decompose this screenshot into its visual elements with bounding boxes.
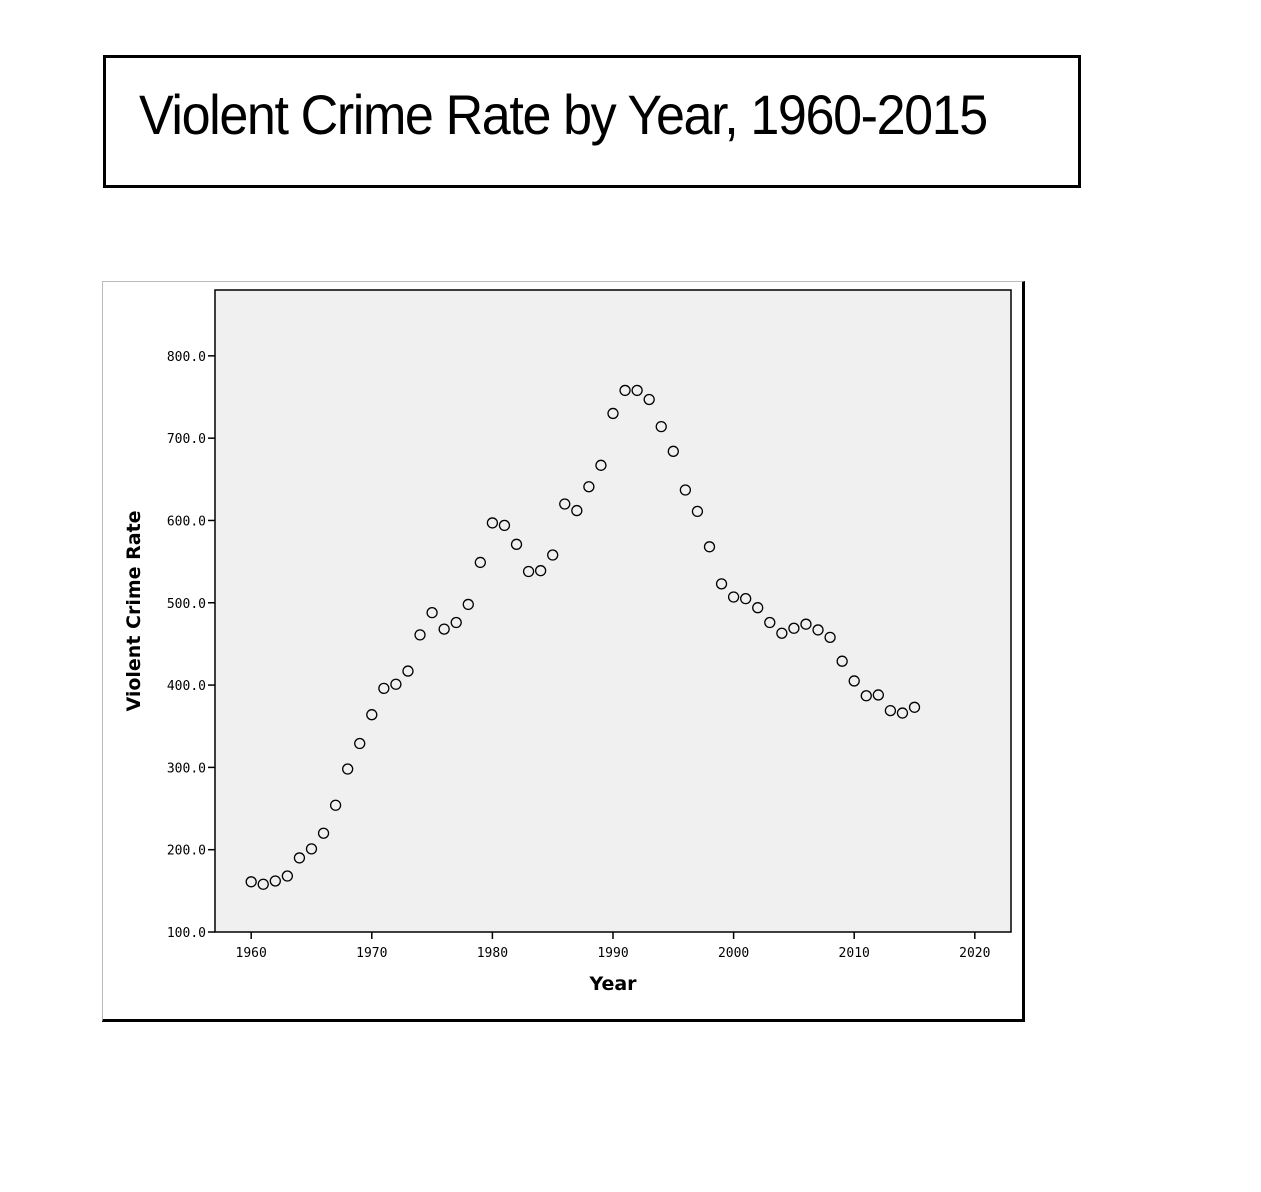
data-point [715,578,728,590]
data-point [269,875,281,887]
data-point [426,606,438,619]
x-axis: 1960 1970 1980 1990 2000 2010 2020 [236,932,990,961]
data-point [414,629,426,641]
data-point [655,420,667,433]
data-point [342,763,354,775]
x-tick-label: 1980 [477,946,508,961]
scatter-chart: 100.0 200.0 300.0 400.0 500.0 600.0 700.0 800.0… [123,289,1012,995]
data-point [908,701,921,713]
data-point [498,519,511,532]
x-tick-label: 2020 [959,946,990,961]
data-point [740,593,752,605]
x-tick-label: 1960 [236,946,267,961]
data-point [305,843,318,855]
y-tick-label: 200.0 [167,844,206,859]
y-tick-label: 500.0 [167,597,206,612]
data-point [788,622,800,634]
data-point [595,459,607,471]
data-point [703,541,716,553]
data-point [800,618,812,630]
data-point [764,616,776,629]
data-points [245,384,921,890]
y-tick-label: 700.0 [167,432,206,447]
chart-title: Violent Crime Rate by Year, 1960-2015 [139,83,988,146]
data-point [366,709,378,721]
data-point [378,682,390,695]
data-point [583,481,595,493]
data-point [438,623,450,635]
data-point [317,827,330,839]
x-tick-label: 2000 [718,946,749,961]
data-point [860,690,872,702]
data-point [486,517,499,529]
data-point [534,565,547,577]
data-point [679,484,692,496]
data-point [329,799,342,811]
data-point [836,655,848,667]
y-tick-label: 400.0 [167,679,206,694]
title-box: Violent Crime Rate by Year, 1960-2015 [103,55,1081,188]
y-tick-label: 600.0 [167,514,206,529]
data-point [619,384,631,397]
plot-area [214,289,1012,933]
data-point [293,852,306,864]
data-point [607,407,619,420]
x-axis-title: Year [588,973,637,995]
y-tick-label: 300.0 [167,761,206,776]
data-point [402,665,414,677]
data-point [257,878,269,890]
data-point [884,704,897,717]
data-point [571,504,583,517]
data-point [559,498,571,510]
data-point [390,678,402,690]
data-point [547,549,559,561]
data-point [450,616,462,629]
data-point [354,737,366,750]
data-point [245,876,257,888]
data-point [896,707,909,719]
data-point [752,602,764,614]
data-point [643,393,655,406]
y-axis: 100.0 200.0 300.0 400.0 500.0 600.0 700.0 800.0 [167,350,215,941]
data-point [824,631,836,643]
data-point [281,870,294,882]
y-axis-title: Violent Crime Rate [123,510,145,711]
data-point [812,624,824,636]
y-tick-label: 100.0 [167,926,206,941]
data-point [462,598,474,611]
x-tick-label: 1970 [356,946,387,961]
data-point [691,505,704,518]
data-point [848,675,860,687]
x-tick-label: 1990 [597,946,628,961]
data-point [522,565,535,578]
data-point [510,538,523,550]
data-point [727,591,740,603]
chart-frame: 100.0 200.0 300.0 400.0 500.0 600.0 700.0 800.0… [102,281,1025,1022]
y-tick-label: 800.0 [167,350,206,365]
data-point [872,689,884,701]
x-tick-label: 2010 [839,946,870,961]
data-point [474,556,486,569]
data-point [776,627,788,639]
data-point [667,445,679,457]
data-point [631,384,643,397]
